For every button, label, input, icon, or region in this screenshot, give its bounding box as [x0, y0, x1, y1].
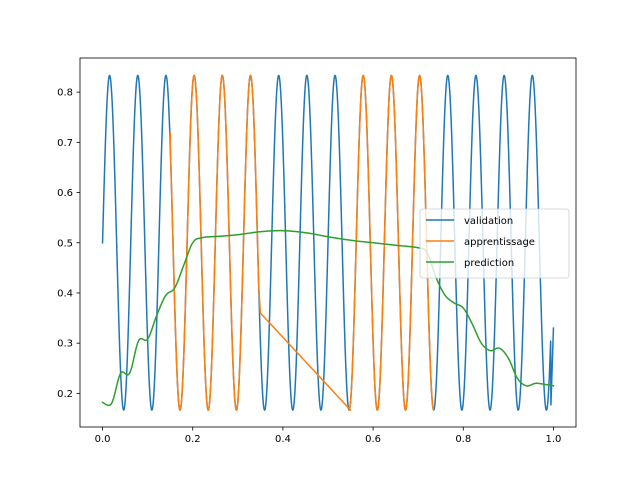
legend: validation apprentissage prediction — [419, 208, 570, 279]
y-tick-label: 0.8 — [57, 88, 73, 99]
x-tick-label: 0.8 — [455, 434, 471, 445]
y-tick-label: 0.2 — [57, 389, 73, 400]
y-tick-label: 0.5 — [57, 238, 73, 249]
x-tick-label: 0.0 — [95, 434, 111, 445]
legend-label-prediction: prediction — [464, 258, 514, 269]
y-tick-label: 0.7 — [57, 138, 73, 149]
x-tick-label: 0.4 — [275, 434, 291, 445]
legend-label-apprentissage: apprentissage — [464, 237, 535, 248]
legend-label-validation: validation — [464, 216, 513, 227]
series-line-prediction — [101, 229, 555, 407]
axis-layer: 0.0 0.2 0.4 0.6 0.8 1.0 0.2 0.3 0.4 0.5 0.6 0.7 0.8 — [57, 88, 561, 445]
y-tick-label: 0.3 — [57, 339, 73, 350]
legend-box — [419, 208, 570, 279]
x-tick-label: 1.0 — [546, 434, 562, 445]
x-tick-label: 0.2 — [185, 434, 201, 445]
plot-layer — [101, 74, 555, 412]
x-tick-label: 0.6 — [365, 434, 381, 445]
y-tick-label: 0.6 — [57, 188, 73, 199]
series-line-apprentissage — [169, 74, 435, 412]
y-tick-label: 0.4 — [57, 288, 73, 299]
